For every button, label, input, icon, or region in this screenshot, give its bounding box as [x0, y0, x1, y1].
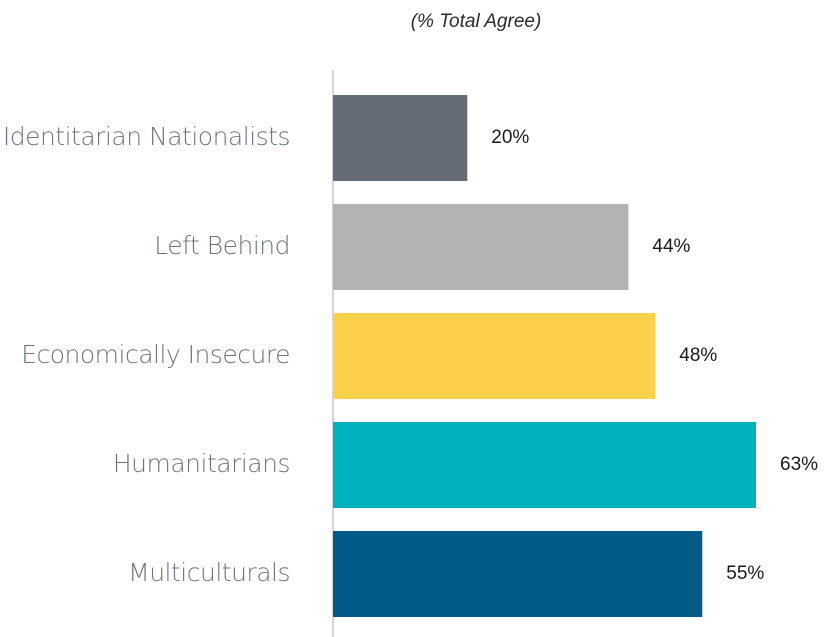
bar — [333, 204, 629, 290]
category-label: Identitarian Nationalists — [3, 122, 290, 151]
value-label: 55% — [726, 563, 764, 584]
bar — [333, 313, 656, 399]
value-label: 20% — [491, 127, 529, 148]
value-label: 44% — [652, 236, 690, 257]
category-label: Economically Insecure — [21, 340, 290, 369]
category-label: Left Behind — [154, 231, 290, 260]
value-label: 63% — [780, 454, 818, 475]
value-label: 48% — [679, 345, 717, 366]
bar — [333, 95, 468, 181]
chart-subtitle: (% Total Agree) — [411, 11, 542, 32]
bar — [333, 531, 703, 617]
category-label: Multiculturals — [128, 558, 290, 587]
category-label: Humanitarians — [113, 449, 290, 478]
bar — [333, 422, 756, 508]
